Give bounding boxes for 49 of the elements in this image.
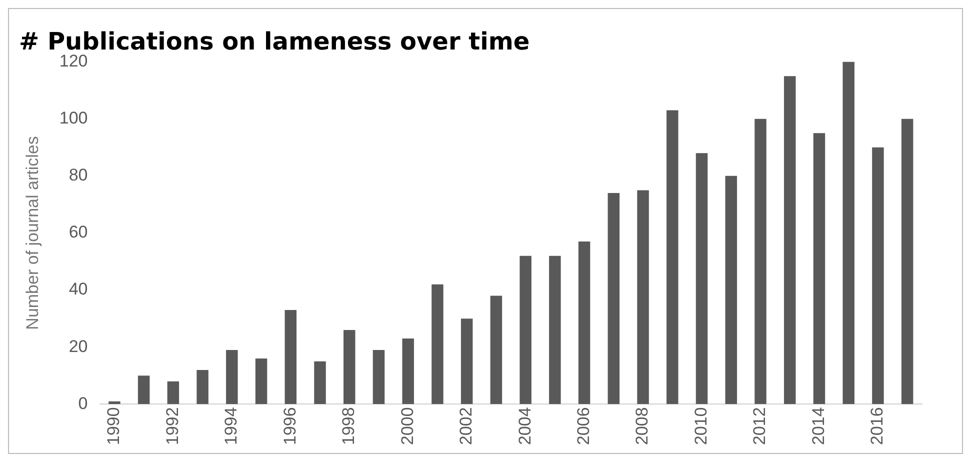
x-tick-label: 2002 [456, 407, 476, 446]
x-tick-label: 2014 [808, 407, 828, 446]
bar [460, 318, 473, 404]
bar [432, 284, 444, 404]
bar [314, 361, 326, 404]
bar [196, 370, 208, 404]
bar [138, 376, 150, 404]
y-tick-label: 80 [68, 166, 88, 185]
bar [255, 358, 268, 404]
bar [167, 381, 180, 404]
x-tick-label: 2006 [574, 407, 593, 446]
bar [872, 147, 884, 404]
bar [344, 330, 356, 404]
bar [284, 310, 297, 404]
bar [784, 76, 796, 404]
x-tick-label: 1998 [339, 407, 358, 446]
bar [490, 296, 502, 404]
x-tick-label: 1996 [280, 407, 300, 446]
x-tick-label: 2000 [398, 407, 417, 446]
bar [520, 256, 532, 404]
x-tick-label: 2010 [691, 407, 710, 446]
x-tick-label: 1992 [162, 407, 182, 446]
x-tick-label: 1990 [104, 407, 124, 446]
x-tick-label: 2012 [750, 407, 770, 446]
bar [402, 338, 414, 404]
x-tick-label: 2004 [515, 407, 534, 446]
bar [226, 350, 238, 404]
bar [842, 62, 854, 404]
y-tick-label: 100 [59, 108, 88, 128]
y-tick-label: 0 [78, 394, 88, 413]
bar [754, 118, 766, 404]
bar [813, 133, 826, 404]
bar [108, 401, 120, 404]
bar [901, 118, 914, 404]
x-tick-label: 2008 [632, 407, 652, 446]
bar [725, 176, 737, 404]
bar [608, 193, 620, 404]
bar [549, 256, 561, 404]
bar [696, 153, 708, 404]
y-tick-label: 60 [68, 222, 88, 242]
bar [666, 110, 678, 404]
bar [372, 350, 385, 404]
y-axis-title: Number of journal articles [22, 136, 42, 330]
bar [578, 242, 590, 404]
x-tick-label: 1994 [222, 407, 241, 446]
x-tick-label: 2016 [868, 407, 887, 446]
y-tick-label: 40 [68, 280, 88, 299]
bar [637, 190, 649, 404]
y-tick-label: 20 [68, 336, 88, 356]
